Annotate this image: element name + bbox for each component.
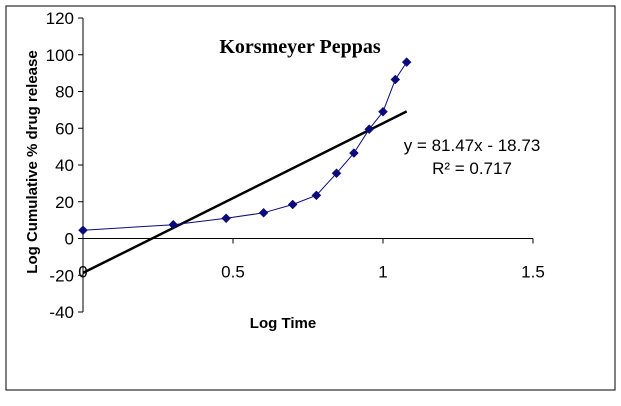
y-axis-title: Log Cumulative % drug release — [24, 50, 41, 273]
trendline-layer — [82, 110, 408, 275]
data-point — [287, 199, 298, 210]
data-point — [168, 219, 179, 230]
x-tick-label: 1.5 — [521, 263, 545, 282]
y-tick-label: 120 — [46, 9, 74, 28]
labels-layer: Korsmeyer Peppas Log Time Log Cumulative… — [24, 36, 540, 332]
trendline — [82, 110, 408, 275]
x-axis-title: Log Time — [250, 315, 316, 332]
y-tick-label: 20 — [55, 193, 74, 212]
data-point — [364, 124, 375, 135]
y-tick-label: 0 — [65, 230, 74, 249]
data-point — [401, 57, 412, 67]
y-tick-label: 100 — [46, 46, 74, 65]
r-squared-label: R² = 0.717 — [432, 159, 512, 178]
chart-title: Korsmeyer Peppas — [219, 36, 380, 58]
data-point — [258, 207, 269, 218]
data-point — [378, 106, 388, 117]
y-tick-label: 80 — [55, 83, 74, 102]
data-point — [221, 213, 231, 224]
y-tick-label: 60 — [55, 119, 74, 138]
series-layer — [78, 57, 412, 236]
x-tick-label: 0.5 — [221, 263, 245, 282]
y-tick-label: -20 — [49, 266, 74, 285]
series-line — [82, 61, 408, 231]
data-point — [390, 74, 401, 85]
data-point — [331, 168, 342, 179]
data-point — [349, 148, 359, 158]
trendline-equation: y = 81.47x - 18.73 — [404, 136, 541, 155]
y-tick-label: -40 — [49, 303, 74, 322]
x-tick-label: 1 — [378, 263, 387, 282]
data-point — [78, 225, 88, 236]
data-point — [311, 190, 322, 201]
y-tick-label: 40 — [55, 156, 74, 175]
